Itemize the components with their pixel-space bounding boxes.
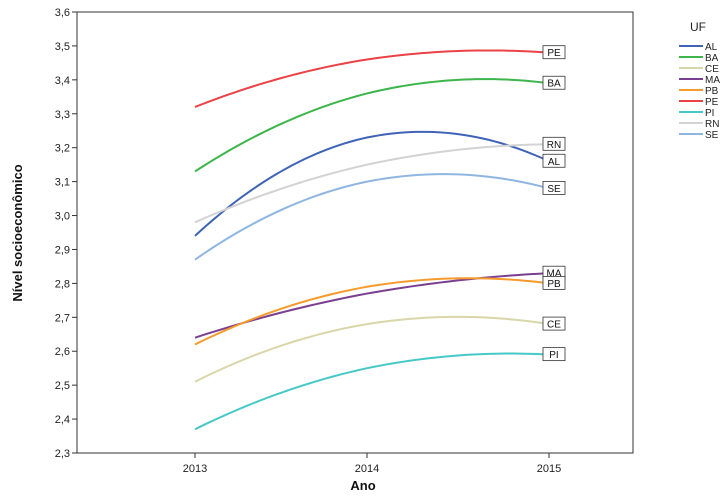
y-tick-label: 3,3	[55, 109, 70, 121]
x-axis: 2013 2014 2015	[183, 453, 561, 475]
y-tick-label: 2,3	[55, 448, 70, 460]
end-label-text: SE	[547, 184, 561, 195]
end-label-box	[542, 45, 566, 60]
legend-label: PI	[705, 108, 714, 119]
series-line-ce	[194, 315, 550, 383]
y-axis-title: Nível socioeconômico	[10, 164, 25, 301]
y-tick-label: 3,2	[55, 143, 70, 155]
series-line-se	[194, 173, 550, 261]
plot-area	[76, 11, 634, 454]
end-label-box	[542, 136, 566, 151]
legend-label: RN	[705, 119, 719, 130]
x-axis-title: Ano	[350, 478, 375, 493]
y-tick-label: 3,5	[55, 41, 70, 53]
legend-title: UF	[690, 20, 706, 34]
end-label-al: AL	[542, 153, 566, 168]
series-line-pb	[194, 277, 550, 346]
x-tick-label: 2013	[183, 463, 207, 475]
y-tick-label: 3,4	[55, 75, 70, 87]
y-axis: 2,3 2,4 2,5 2,6 2,7 2,8 2,9 3,0 3,1 3,2 3,3 3,4 3,5 3…	[55, 7, 77, 460]
y-tick-label: 2,7	[55, 312, 70, 324]
end-label-text: PI	[549, 350, 558, 361]
legend-label: PE	[705, 97, 719, 108]
end-label-text: PB	[547, 279, 561, 290]
end-label-text: PE	[547, 48, 561, 59]
legend-item-ba: BA	[679, 53, 719, 64]
legend-item-al: AL	[679, 42, 718, 53]
legend-item-ma: MA	[679, 75, 720, 86]
end-label-text: AL	[548, 157, 561, 168]
end-label-text: RN	[547, 140, 561, 151]
x-tick-label: 2015	[537, 463, 561, 475]
y-tick-label: 2,5	[55, 380, 70, 392]
end-label-box	[542, 180, 566, 195]
legend-item-rn: RN	[679, 119, 719, 130]
end-label-text: MA	[547, 269, 562, 280]
end-label-se: SE	[542, 180, 566, 195]
series-line-ba	[194, 78, 550, 173]
legend-item-pb: PB	[679, 86, 719, 97]
series-line-ma	[194, 272, 550, 339]
legend-label: SE	[705, 130, 719, 141]
y-tick-label: 3,6	[55, 7, 70, 19]
plot-border	[76, 11, 634, 454]
legend-label: MA	[705, 75, 720, 86]
y-tick-label: 2,9	[55, 244, 70, 256]
series-line-pi	[194, 352, 550, 431]
legend-label: CE	[705, 64, 719, 75]
end-label-ba: BA	[542, 75, 566, 90]
legend-item-pi: PI	[679, 108, 714, 119]
series-line-rn	[194, 143, 550, 224]
end-label-ce: CE	[542, 316, 566, 331]
y-tick-label: 3,1	[55, 177, 70, 189]
y-tick-label: 2,8	[55, 278, 70, 290]
end-label-box	[542, 275, 566, 290]
y-tick-label: 2,4	[55, 414, 70, 426]
end-label-box	[542, 316, 566, 331]
end-label-text: CE	[547, 320, 561, 331]
y-tick-label: 2,6	[55, 346, 70, 358]
end-label-box	[542, 153, 566, 168]
end-label-pe: PE	[542, 45, 566, 60]
legend-label: PB	[705, 86, 719, 97]
series-line-pe	[194, 49, 550, 108]
end-label-rn: RN	[542, 136, 566, 151]
legend-item-se: SE	[679, 130, 719, 141]
legend-item-ce: CE	[679, 64, 719, 75]
end-label-box	[542, 347, 566, 362]
legend-item-pe: PE	[679, 97, 719, 108]
series-line-al	[194, 130, 550, 237]
end-label-text: BA	[547, 79, 561, 90]
y-tick-label: 3,0	[55, 211, 70, 223]
end-label-pb: PB	[542, 275, 566, 290]
end-label-pi: PI	[542, 347, 566, 362]
x-tick-label: 2014	[355, 463, 379, 475]
end-label-box	[542, 75, 566, 90]
legend-label: BA	[705, 53, 719, 64]
legend-label: AL	[705, 42, 718, 53]
series-lines	[194, 49, 550, 431]
